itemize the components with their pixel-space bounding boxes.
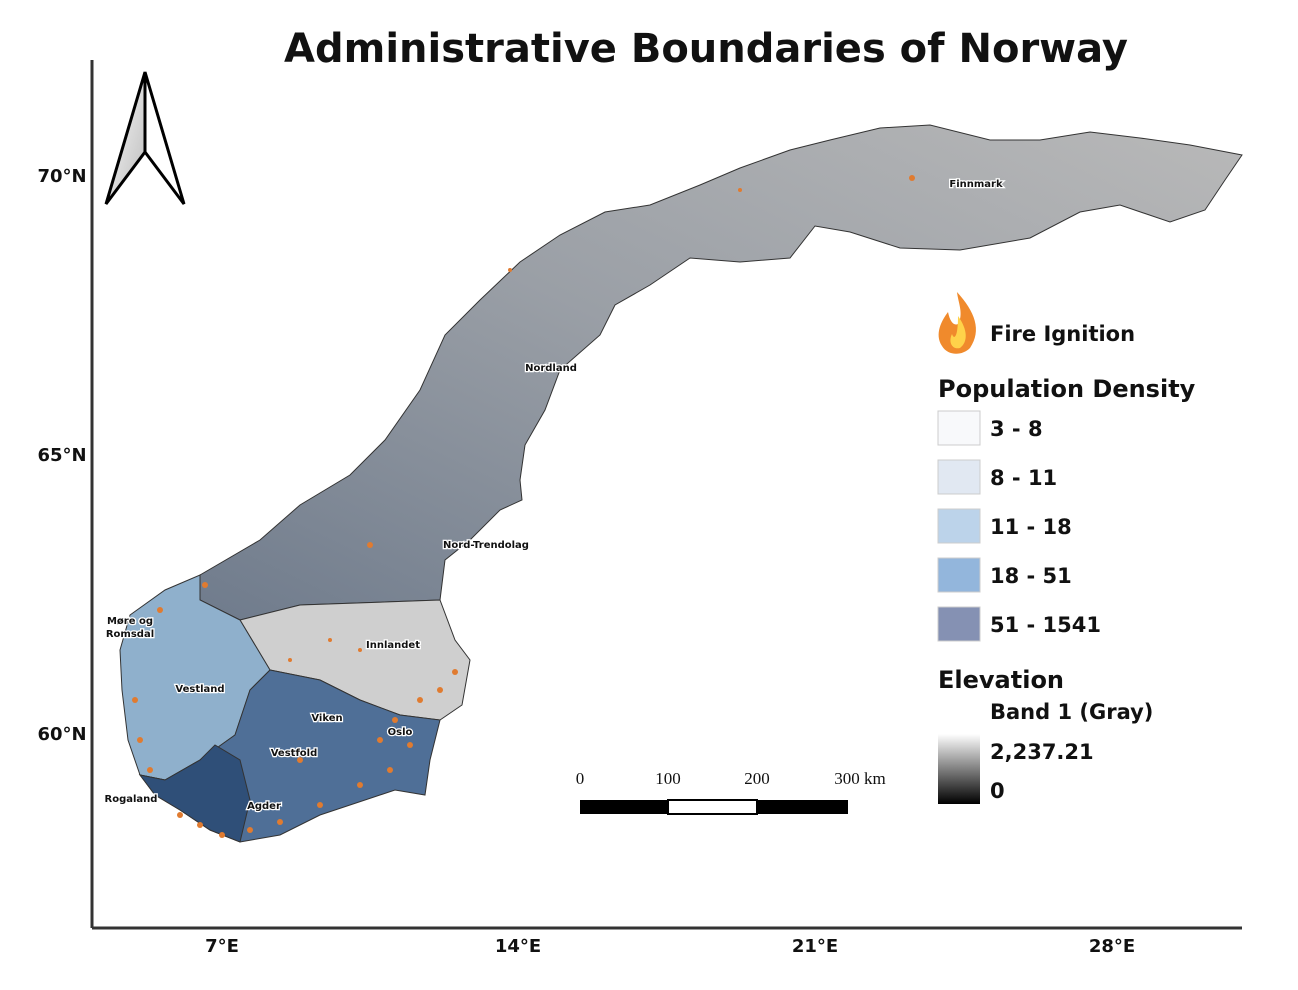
- legend-label: Fire Ignition: [990, 322, 1135, 346]
- region-label: Oslo: [388, 727, 413, 738]
- legend-swatch: [937, 557, 981, 593]
- scale-label: 200: [744, 769, 770, 788]
- region-label: Romsdal: [106, 629, 154, 640]
- title: Administrative Boundaries of Norway: [284, 26, 1128, 72]
- legend-label: 11 - 18: [990, 515, 1072, 539]
- scale-label: 0: [576, 769, 585, 788]
- legend-label: 18 - 51: [990, 564, 1072, 588]
- legend-swatch: [937, 459, 981, 495]
- legend-swatch: [937, 508, 981, 544]
- legend-swatch: [937, 410, 981, 446]
- region-label: Rogaland: [105, 794, 158, 805]
- northern-norway: [199, 124, 1243, 621]
- legend-label: 3 - 8: [990, 417, 1043, 441]
- scale-label: 300 km: [834, 769, 885, 788]
- southwest-coast: [138, 744, 251, 843]
- scale-bar: 0 100 200 300 km: [576, 769, 886, 815]
- legend-label: Band 1 (Gray): [990, 700, 1153, 724]
- latitude-label: 60°N: [37, 724, 86, 745]
- fire-ignitions: [132, 175, 915, 838]
- legend-label: 2,237.21: [990, 740, 1094, 764]
- region-label: Finnmark: [949, 179, 1003, 190]
- latitude-label: 70°N: [37, 166, 86, 187]
- legend-label: 8 - 11: [990, 466, 1057, 490]
- legend-title: Elevation: [938, 666, 1064, 694]
- legend-label: 51 - 1541: [990, 613, 1101, 637]
- longitude-label: 7°E: [205, 936, 239, 957]
- north-arrow: [104, 71, 186, 205]
- scale-label: 100: [655, 769, 681, 788]
- longitude-label: 14°E: [495, 936, 541, 957]
- region-label: Møre og: [107, 616, 153, 627]
- region-label: Viken: [311, 713, 342, 724]
- legend: Fire Ignition Population Density 3 - 8 8…: [937, 292, 1196, 804]
- legend-label: 0: [990, 779, 1005, 803]
- longitude-label: 21°E: [792, 936, 838, 957]
- region-label: Nordland: [525, 363, 577, 374]
- region-label: Vestland: [175, 684, 224, 695]
- latitude-label: 65°N: [37, 445, 86, 466]
- legend-title: Population Density: [938, 375, 1196, 403]
- longitude-label: 28°E: [1089, 936, 1135, 957]
- norway: [119, 124, 1243, 843]
- legend-swatch: [937, 606, 981, 642]
- region-label: Agder: [247, 801, 281, 812]
- region-label: Vestfold: [271, 748, 318, 759]
- region-label: Innlandet: [366, 640, 420, 651]
- region-label: Nord-Trendolag: [443, 540, 529, 551]
- elevation-ramp: [938, 734, 980, 804]
- fire-icon: [938, 292, 976, 354]
